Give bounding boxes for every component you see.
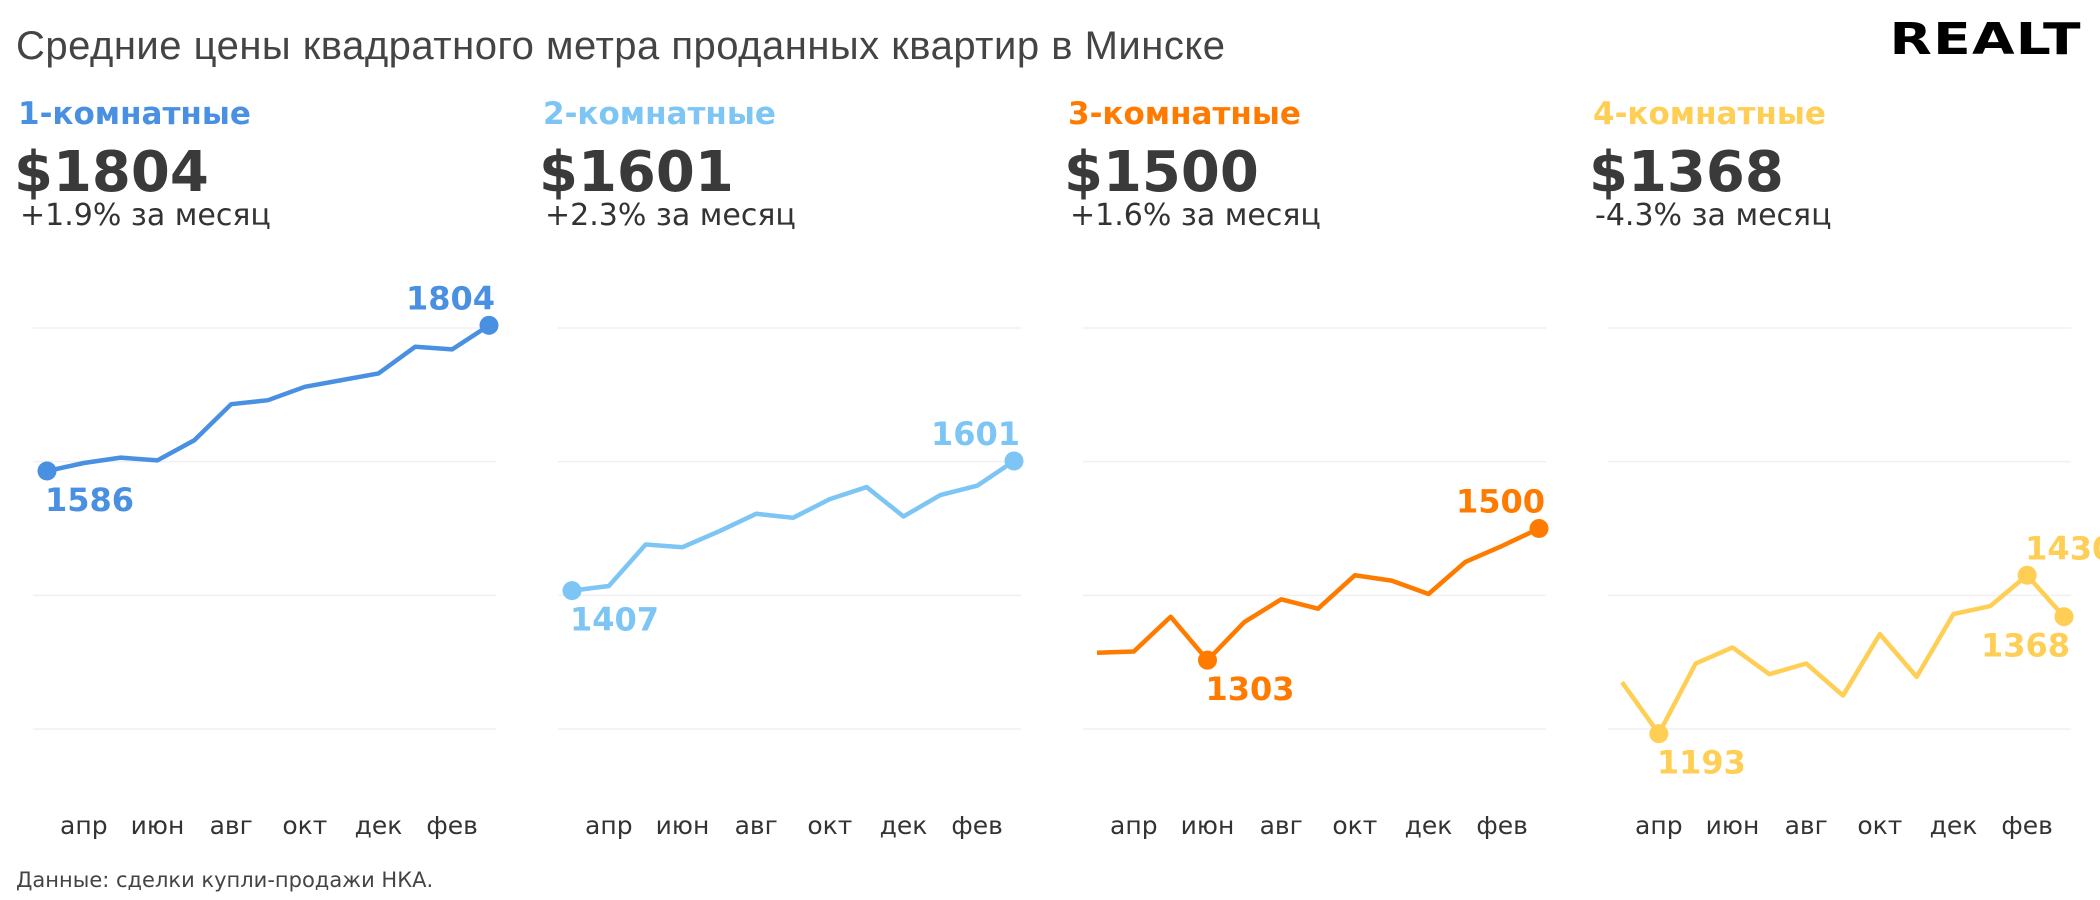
highlight-point bbox=[1529, 519, 1549, 538]
x-tick-label: июн bbox=[131, 811, 185, 840]
chart-panel: 3-комнатные $1500 +1.6% за месяц 1303 1500… bbox=[1050, 0, 1575, 900]
chart-panel: 4-комнатные $1368 -4.3% за месяц 1193 1430… bbox=[1575, 0, 2100, 900]
x-tick-label: окт bbox=[1857, 811, 1902, 840]
x-tick-label: авг bbox=[1785, 811, 1828, 840]
data-source-note: Данные: сделки купли-продажи НКА. bbox=[16, 868, 434, 892]
highlight-point bbox=[1198, 650, 1217, 670]
x-tick-label: авг bbox=[1260, 811, 1303, 840]
data-label: 1804 bbox=[406, 279, 495, 317]
panel-title: 1-комнатные bbox=[18, 96, 251, 132]
x-tick-label: окт bbox=[807, 811, 852, 840]
chart-title: Средние цены квадратного метра проданных… bbox=[16, 24, 1226, 68]
chart-panel: 2-комнатные $1601 +2.3% за месяц 1407 1601… bbox=[525, 0, 1050, 900]
data-label: 1601 bbox=[931, 415, 1020, 453]
highlight-point bbox=[479, 315, 499, 335]
x-tick-label: июн bbox=[1181, 811, 1235, 840]
highlight-point bbox=[562, 581, 582, 601]
x-tick-label: дек bbox=[1405, 811, 1453, 840]
x-tick-label: апр bbox=[585, 811, 633, 840]
monthly-change: -4.3% за месяц bbox=[1595, 198, 1832, 233]
x-tick-label: фев bbox=[951, 811, 1003, 840]
x-tick-label: апр bbox=[60, 811, 108, 840]
monthly-change: +1.6% за месяц bbox=[1070, 198, 1321, 233]
x-tick-label: окт bbox=[282, 811, 327, 840]
data-label: 1303 bbox=[1206, 670, 1295, 708]
data-label: 1586 bbox=[45, 481, 134, 519]
current-price: $1804 bbox=[14, 140, 209, 205]
x-tick-label: фев bbox=[426, 811, 478, 840]
x-tick-label: фев bbox=[1476, 811, 1528, 840]
realt-logo: REALT bbox=[1889, 14, 2082, 65]
x-tick-label: апр bbox=[1110, 811, 1158, 840]
x-tick-label: июн bbox=[656, 811, 710, 840]
x-tick-label: фев bbox=[2001, 811, 2053, 840]
current-price: $1601 bbox=[539, 140, 734, 205]
x-tick-label: июн bbox=[1706, 811, 1760, 840]
panel-title: 3-комнатные bbox=[1068, 96, 1301, 132]
series-line bbox=[1620, 573, 2066, 736]
line-chart: 1586 1804 апр июн авг окт дек фев bbox=[33, 279, 499, 840]
highlight-point bbox=[1649, 724, 1669, 744]
x-tick-label: авг bbox=[735, 811, 778, 840]
line-chart: 1303 1500 апр июн авг окт дек фев bbox=[1083, 327, 1549, 840]
highlight-point bbox=[2054, 607, 2074, 627]
x-tick-label: дек bbox=[1930, 811, 1978, 840]
current-price: $1368 bbox=[1589, 140, 1784, 205]
series-line bbox=[46, 323, 491, 474]
x-tick-label: дек bbox=[880, 811, 928, 840]
data-label: 1500 bbox=[1456, 483, 1545, 521]
monthly-change: +1.9% за месяц bbox=[20, 198, 271, 233]
highlight-point bbox=[2017, 565, 2037, 585]
line-chart: 1407 1601 апр июн авг окт дек фев bbox=[558, 327, 1024, 840]
data-label: 1407 bbox=[570, 601, 659, 639]
monthly-change: +2.3% за месяц bbox=[545, 198, 796, 233]
highlight-point bbox=[37, 461, 57, 481]
x-tick-label: окт bbox=[1332, 811, 1377, 840]
panel-title: 2-комнатные bbox=[543, 96, 776, 132]
data-label: 1368 bbox=[1981, 627, 2070, 665]
series-line bbox=[1096, 526, 1540, 663]
panel-title: 4-комнатные bbox=[1593, 96, 1826, 132]
series-line bbox=[571, 459, 1016, 593]
chart-panel: 1-комнатные $1804 +1.9% за месяц 1586 1804… bbox=[0, 0, 525, 900]
highlight-point bbox=[1004, 451, 1024, 471]
x-tick-label: апр bbox=[1635, 811, 1683, 840]
x-tick-label: авг bbox=[210, 811, 253, 840]
data-label: 1430 bbox=[2025, 529, 2100, 567]
x-tick-label: дек bbox=[355, 811, 403, 840]
current-price: $1500 bbox=[1064, 140, 1259, 205]
data-label: 1193 bbox=[1657, 744, 1746, 782]
